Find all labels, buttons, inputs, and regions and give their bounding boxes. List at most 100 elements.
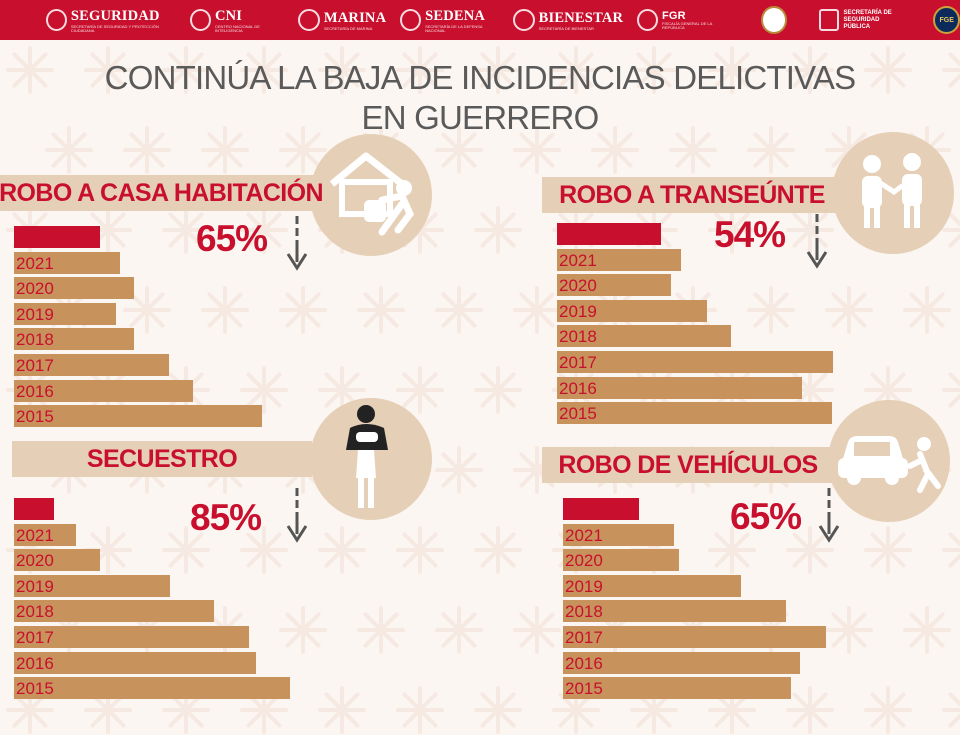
- ornament-icon: [591, 126, 639, 174]
- ornament-icon: [162, 526, 210, 574]
- ornament-icon: [396, 46, 444, 94]
- ornament-icon: [396, 686, 444, 734]
- kidnapping-icon: [346, 405, 388, 508]
- robo-transeunte-title-band: ROBO A TRANSEÚNTE: [542, 177, 842, 213]
- ornament-icon: [240, 46, 288, 94]
- logo-bienestar-name: BIENESTAR: [538, 9, 624, 26]
- robo-vehiculos-down-arrow-icon: [818, 488, 840, 543]
- logo-marina: MARINA SECRETARÍA DE MARINA: [297, 9, 387, 31]
- logo-seguridad-name: SEGURIDAD: [70, 7, 160, 24]
- robo-vehiculos-label-2016: 2016: [565, 653, 603, 673]
- title-line-1: CONTINÚA LA BAJA DE INCIDENCIAS DELICTIV…: [104, 59, 856, 96]
- robo-vehiculos-label-2017: 2017: [565, 628, 603, 647]
- ornament-icon: [357, 606, 405, 654]
- robo-casa-label-2021: 2021: [16, 253, 54, 273]
- pedestrian-robbery-icon-circle: [832, 132, 954, 254]
- robo-casa-bar-2015: [14, 405, 262, 428]
- robo-transeunte-label-2018: 2018: [559, 327, 597, 347]
- ornament-icon: [864, 46, 912, 94]
- ornament-icon: [513, 126, 561, 174]
- robo-transeunte-bar-2022: [557, 223, 661, 245]
- logo-ssp: SECRETARÍA DE SEGURIDAD PÚBLICA: [819, 9, 903, 31]
- robo-vehiculos-change: 65%: [730, 496, 802, 537]
- secuestro-label-2019: 2019: [16, 576, 54, 596]
- logo-fgr-sub: FISCALÍA GENERAL DE LA REPÚBLICA: [662, 21, 713, 30]
- ornament-icon: [201, 286, 249, 334]
- secuestro-bar-2019: [14, 574, 170, 597]
- logo-seguridad: SEGURIDAD SECRETARÍA DE SEGURIDAD Y PROT…: [46, 8, 176, 33]
- logo-fgr-name: FGR: [662, 10, 686, 22]
- robo-casa-bar-2022: [14, 226, 100, 248]
- robo-casa-title-band: ROBO A CASA HABITACIÓN: [0, 175, 324, 211]
- secuestro-title-band: SECUESTRO: [12, 441, 312, 477]
- ornament-icon: [708, 526, 756, 574]
- logo-marina-name: MARINA: [323, 9, 387, 26]
- eagle-seal-icon: [760, 6, 788, 34]
- secuestro-bar-2018: [14, 600, 214, 623]
- secuestro-bar-2022: [14, 498, 54, 520]
- secuestro-down-arrow-icon: [286, 488, 308, 543]
- robo-casa-bar-2016: [14, 379, 193, 402]
- secuestro-bar-2020: [14, 549, 100, 572]
- ornament-icon: [474, 206, 522, 254]
- vehicle-theft-icon: [838, 436, 941, 493]
- robo-transeunte-bar-2015: [557, 402, 832, 425]
- ornament-icon: [474, 686, 522, 734]
- robo-transeunte-change: 54%: [714, 214, 786, 255]
- ornament-icon: [942, 212, 960, 248]
- ornament-icon: [357, 286, 405, 334]
- ornament-icon: [396, 526, 444, 574]
- logo-seguridad-sub: SECRETARÍA DE SEGURIDAD Y PROTECCIÓN CIU…: [70, 23, 159, 33]
- bienestar-emblem: [512, 9, 535, 31]
- robo-casa-bar-2021: [14, 251, 120, 274]
- ornament-icon: [786, 46, 834, 94]
- ornament-icon: [552, 46, 600, 94]
- ornament-icon: [825, 606, 873, 654]
- ornament-icon: [474, 526, 522, 574]
- robo-vehiculos-label-2019: 2019: [565, 576, 603, 596]
- logo-ssp-label: SECRETARÍA DE SEGURIDAD PÚBLICA: [843, 9, 892, 30]
- robo-vehiculos-bar-2015: [563, 677, 791, 700]
- secuestro-bar-2017: [14, 626, 249, 648]
- cni-emblem: [190, 9, 211, 31]
- robo-casa-bar-2018: [14, 328, 134, 351]
- robo-transeunte-title: ROBO A TRANSEÚNTE: [559, 180, 825, 209]
- robo-vehiculos-label-2022: 2022: [565, 500, 603, 519]
- robo-vehiculos-label-2020: 2020: [565, 551, 603, 571]
- ornament-icon: [786, 686, 834, 734]
- ornament-icon: [162, 206, 210, 254]
- robo-vehiculos-bar-2020: [563, 549, 679, 572]
- marina-emblem: [297, 9, 320, 31]
- robo-casa-label-2022: 2022: [16, 228, 54, 247]
- ornament-icon: [630, 46, 678, 94]
- robo-transeunte-down-arrow-icon: [806, 214, 828, 269]
- robo-casa-label-2016: 2016: [16, 381, 54, 401]
- logo-cni: CNI CENTRO NACIONAL DE INTELIGENCIA: [190, 8, 284, 33]
- robo-transeunte-bar-2016: [557, 376, 802, 399]
- logo-bienestar: BIENESTAR SECRETARÍA DE BIENESTAR: [512, 9, 624, 31]
- logo-marina-sub: SECRETARÍA DE MARINA: [323, 25, 373, 31]
- ornament-icon: [240, 366, 288, 414]
- logo-cni-sub: CENTRO NACIONAL DE INTELIGENCIA: [214, 23, 260, 33]
- ornament-icon: [513, 606, 561, 654]
- secuestro-label-2018: 2018: [16, 602, 54, 622]
- robo-casa-label-2019: 2019: [16, 304, 54, 324]
- robo-transeunte-bar-2018: [557, 325, 731, 348]
- house-burglary-icon: [329, 152, 415, 236]
- ornament-icon: [864, 686, 912, 734]
- ornament-icon: [318, 526, 366, 574]
- robo-transeunte-bar-2020: [557, 274, 671, 297]
- ornament-icon: [747, 126, 795, 174]
- kidnapping-icon-circle: [310, 398, 432, 520]
- robo-vehiculos-label-2021: 2021: [565, 525, 603, 545]
- ornament-icon: [396, 366, 444, 414]
- ornament-icon: [435, 126, 483, 174]
- secuestro-label-2021: 2021: [16, 525, 54, 545]
- sedena-emblem: [400, 9, 422, 31]
- ornament-icon: [318, 46, 366, 94]
- ornament-icon: [942, 52, 960, 88]
- pedestrian-robbery-icon: [862, 153, 922, 228]
- robo-vehiculos-bar-2017: [563, 626, 826, 648]
- secuestro-label-2020: 2020: [16, 551, 54, 571]
- robo-transeunte-label-2019: 2019: [559, 301, 597, 321]
